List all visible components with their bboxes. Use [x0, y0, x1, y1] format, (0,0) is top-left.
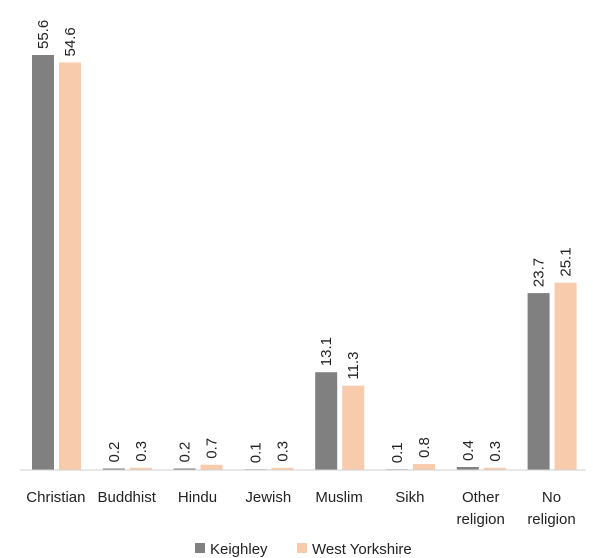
bar-west-yorkshire-christian [59, 62, 81, 471]
bar-keighley-christian [32, 55, 54, 470]
bar-west-yorkshire-other-religion [483, 467, 506, 470]
bar-keighley-no-religion [527, 293, 550, 470]
value-label-keighley-other-religion: 0.4 [460, 440, 477, 461]
value-label-west-yorkshire-hindu: 0.7 [204, 438, 221, 459]
bars-layer [32, 55, 577, 471]
value-label-west-yorkshire-muslim: 11.3 [345, 352, 362, 380]
value-label-west-yorkshire-jewish: 0.3 [274, 441, 291, 462]
bar-west-yorkshire-jewish [271, 467, 294, 470]
value-label-west-yorkshire-no-religion: 25.1 [558, 247, 575, 276]
bar-keighley-buddhist [102, 468, 125, 470]
bar-keighley-other-religion [456, 467, 479, 470]
category-label-hindu: Hindu [178, 489, 217, 506]
bar-west-yorkshire-sikh [413, 464, 435, 470]
category-labels-layer: Christian Buddhist Hindu Jewish Muslim Sikh Ot… [26, 489, 575, 528]
category-label-sikh: Sikh [395, 489, 424, 506]
value-label-west-yorkshire-buddhist: 0.3 [133, 441, 150, 462]
category-label-christian: Christian [26, 489, 85, 506]
bar-keighley-hindu [173, 468, 196, 470]
value-label-keighley-jewish: 0.1 [247, 442, 264, 463]
bar-west-yorkshire-no-religion [554, 282, 577, 470]
legend-label-west-yorkshire: West Yorkshire [312, 541, 412, 558]
legend-label-keighley: Keighley [210, 541, 268, 558]
category-label-buddhist: Buddhist [98, 489, 157, 506]
value-label-keighley-hindu: 0.2 [177, 442, 194, 463]
bar-keighley-muslim [315, 372, 338, 470]
value-label-west-yorkshire-sikh: 0.8 [416, 437, 433, 458]
value-label-keighley-muslim: 13.1 [318, 337, 335, 366]
legend: Keighley West Yorkshire [195, 541, 412, 558]
bar-west-yorkshire-buddhist [129, 467, 152, 470]
value-label-west-yorkshire-other-religion: 0.3 [487, 441, 504, 462]
value-label-keighley-christian: 55.6 [35, 20, 52, 49]
bar-west-yorkshire-muslim [342, 385, 365, 470]
value-label-keighley-buddhist: 0.2 [106, 442, 123, 463]
category-label-other-religion: Other religion [457, 489, 505, 528]
category-label-no-religion: No religion [527, 489, 575, 528]
legend-swatch-keighley [195, 543, 205, 553]
value-label-keighley-no-religion: 23.7 [531, 258, 548, 287]
category-label-jewish: Jewish [245, 489, 291, 506]
bar-west-yorkshire-hindu [200, 464, 223, 470]
legend-swatch-west-yorkshire [297, 543, 307, 553]
value-labels-layer: 55.6 54.6 0.2 0.3 0.2 0.7 0.1 0.3 13.1 11.3 0.1 0.8… [35, 20, 575, 463]
value-label-west-yorkshire-christian: 54.6 [62, 27, 79, 56]
category-label-muslim: Muslim [315, 489, 363, 506]
value-label-keighley-sikh: 0.1 [389, 442, 406, 463]
